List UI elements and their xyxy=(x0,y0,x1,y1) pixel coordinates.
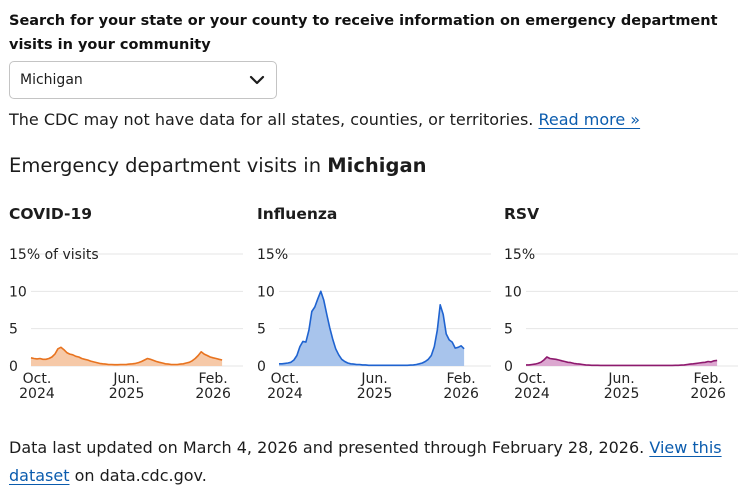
y-tick-label: 15% xyxy=(257,247,288,263)
data-availability-notice: The CDC may not have data for all states… xyxy=(9,108,640,132)
chevron-down-icon xyxy=(249,75,265,85)
footer-note: Data last updated on March 4, 2026 and p… xyxy=(9,434,744,490)
x-tick-year-label: 2026 xyxy=(443,386,479,402)
series-area xyxy=(31,347,223,366)
y-tick-label: 15% of visits xyxy=(9,247,99,263)
x-tick-year-label: 2026 xyxy=(195,386,231,402)
footer-text-after: on data.cdc.gov. xyxy=(74,466,207,485)
section-title: Emergency department visits in Michigan xyxy=(9,152,426,180)
x-tick-year-label: 2024 xyxy=(19,386,55,402)
x-tick-label: Oct. xyxy=(518,371,547,387)
x-tick-label: Feb. xyxy=(694,371,723,387)
y-tick-label: 0 xyxy=(9,359,18,375)
search-label: Search for your state or your county to … xyxy=(9,13,718,53)
x-tick-year-label: 2026 xyxy=(690,386,726,402)
x-tick-year-label: 2024 xyxy=(514,386,550,402)
x-tick-label: Feb. xyxy=(199,371,228,387)
chart-svg: 0 5 10 15% Oct.2024 Jun.2025 Feb.2026 xyxy=(504,247,738,402)
y-tick-label: 10 xyxy=(9,284,27,300)
chart-title: Influenza xyxy=(257,205,338,223)
x-tick-year-label: 2025 xyxy=(357,386,393,402)
read-more-link[interactable]: Read more » xyxy=(538,110,641,129)
chart-svg: 0 5 10 15% of visits Oct.2024 Jun.2025 Feb.202… xyxy=(9,247,243,402)
notice-text: The CDC may not have data for all states… xyxy=(9,110,534,129)
chart-title: COVID-19 xyxy=(9,205,93,223)
section-title-prefix: Emergency department visits in xyxy=(9,154,328,177)
state-county-select[interactable]: Michigan xyxy=(9,61,277,99)
x-tick-year-label: 2024 xyxy=(267,386,303,402)
x-tick-label: Oct. xyxy=(23,371,52,387)
x-tick-label: Jun. xyxy=(360,371,387,387)
y-tick-label: 0 xyxy=(504,359,513,375)
x-tick-label: Jun. xyxy=(607,371,634,387)
x-tick-year-label: 2025 xyxy=(604,386,640,402)
view-dataset-link[interactable]: View this dataset xyxy=(9,438,722,485)
y-tick-label: 15% xyxy=(504,247,535,263)
rsv-chart: RSV 0 5 10 15% Oct. 2024 Jun. 2025 Feb. 2026 xyxy=(504,203,744,408)
x-tick-label: Oct. xyxy=(271,371,300,387)
section-title-location: Michigan xyxy=(327,154,427,177)
x-tick-label: Jun. xyxy=(112,371,139,387)
series-line xyxy=(30,346,223,366)
series-line xyxy=(279,290,465,367)
series-line xyxy=(526,356,718,367)
select-value: Michigan xyxy=(20,72,83,88)
y-tick-label: 10 xyxy=(257,284,275,300)
y-tick-label: 5 xyxy=(504,322,513,338)
chart-svg: 0 5 10 15% Oct.2024 Jun.2025 Feb.2026 xyxy=(257,247,491,402)
y-tick-label: 10 xyxy=(504,284,522,300)
x-tick-year-label: 2025 xyxy=(109,386,145,402)
x-tick-label: Feb. xyxy=(447,371,476,387)
y-tick-label: 5 xyxy=(9,322,18,338)
covid-chart: COVID-19 0 5 10 15% of visits Oct. 2024 Jun. 20… xyxy=(9,203,249,408)
y-tick-label: 5 xyxy=(257,322,266,338)
chart-title: RSV xyxy=(504,205,540,223)
influenza-chart: Influenza 0 5 10 15% Oct. 2024 Jun. 2025 Feb. 202… xyxy=(257,203,497,408)
y-tick-label: 0 xyxy=(257,359,266,375)
footer-text: Data last updated on March 4, 2026 and p… xyxy=(9,438,645,457)
